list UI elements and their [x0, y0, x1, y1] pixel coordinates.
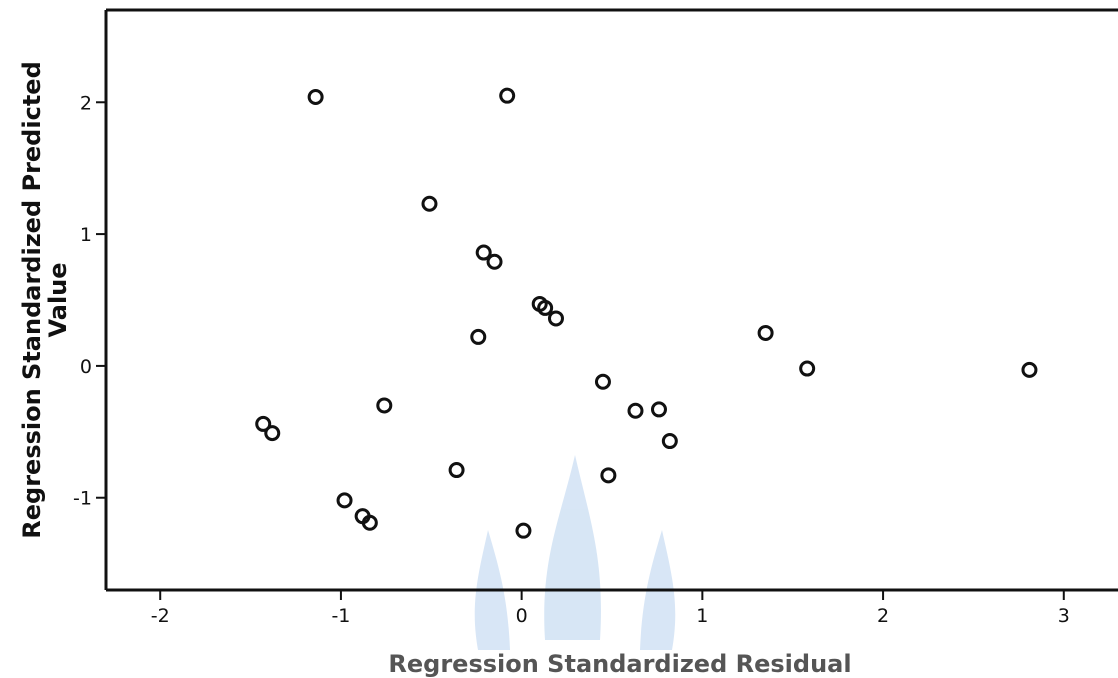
scatter-point [307, 89, 324, 105]
scatter-point [515, 522, 532, 539]
scatter-point [255, 415, 272, 432]
x-tick-label: 0 [516, 605, 528, 627]
y-tick-label: 1 [80, 224, 92, 246]
scatter-point [336, 492, 353, 509]
scatter-point [661, 433, 678, 450]
scatter-point [627, 402, 644, 419]
scatter-point [486, 253, 503, 270]
x-tick-label: 1 [696, 605, 708, 627]
scatter-point [499, 87, 516, 104]
ticks: -2 -1 0 1 2 3 -1 0 1 2 [73, 92, 1070, 627]
data-points [255, 87, 1038, 539]
y-axis-title-line2: Value [44, 262, 72, 337]
scatter-point [475, 244, 492, 261]
watermark-center-flame [544, 455, 601, 640]
scatter-point [1021, 361, 1038, 378]
scatter-point [264, 425, 281, 442]
scatter-point [421, 195, 438, 212]
scatter-point [448, 462, 465, 479]
scatter-point [650, 401, 667, 418]
y-tick-label: 0 [80, 356, 92, 378]
x-axis-title: Regression Standardized Residual [388, 650, 851, 678]
axes [104, 8, 1118, 592]
scatter-point [600, 467, 617, 484]
y-tick-label: 2 [80, 92, 92, 114]
watermark [474, 455, 676, 650]
scatter-point [594, 373, 611, 390]
y-axis-title-line1: Regression Standardized Predicted [18, 61, 46, 538]
x-tick-label: -1 [331, 605, 350, 627]
scatter-point [470, 328, 487, 345]
scatter-point [361, 514, 378, 531]
scatter-point [799, 360, 816, 377]
scatter-point [757, 324, 774, 341]
x-tick-label: 2 [877, 605, 889, 627]
scatter-point [537, 299, 554, 316]
y-axis-title: Regression Standardized Predicted Value [18, 61, 72, 538]
scatter-point [547, 310, 564, 327]
x-tick-label: 3 [1058, 605, 1070, 627]
scatter-point [376, 397, 393, 414]
x-tick-label: -2 [151, 605, 170, 627]
y-tick-label: -1 [73, 488, 92, 510]
